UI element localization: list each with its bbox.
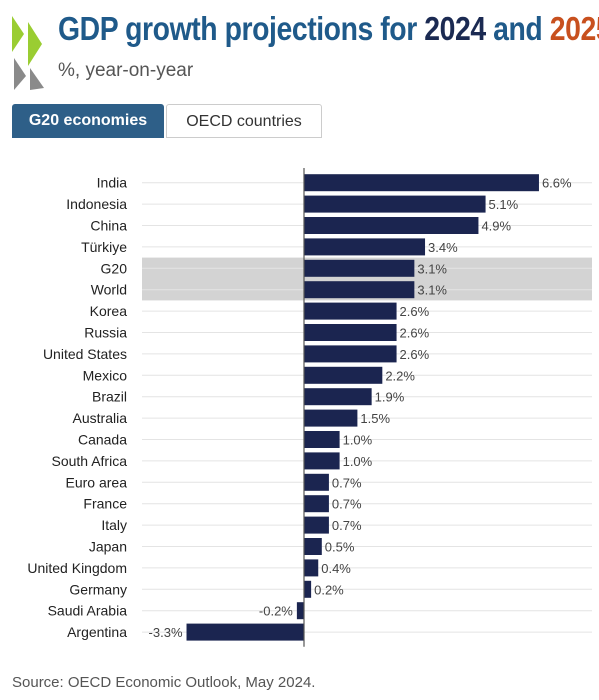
category-label: India	[97, 175, 128, 191]
bar	[304, 495, 329, 513]
chart-subtitle: %, year-on-year	[58, 60, 194, 81]
value-label: 1.0%	[343, 433, 373, 448]
category-label: South Africa	[52, 453, 128, 469]
category-label: Italy	[101, 517, 127, 533]
value-label: 2.6%	[400, 326, 430, 341]
bar	[304, 388, 372, 406]
bar	[304, 473, 329, 491]
category-label: Australia	[73, 410, 128, 426]
category-label: Germany	[69, 581, 127, 597]
value-label: 0.5%	[325, 540, 355, 555]
bar	[304, 345, 397, 363]
value-label: 3.1%	[417, 283, 447, 298]
category-label: Mexico	[83, 367, 128, 383]
bar	[304, 366, 383, 384]
bar	[304, 409, 358, 427]
category-label: Saudi Arabia	[48, 603, 128, 619]
value-label: -3.3%	[149, 625, 183, 640]
bar	[304, 538, 322, 555]
category-label: United Kingdom	[27, 560, 127, 576]
category-label: Argentina	[67, 624, 127, 640]
category-label: Brazil	[92, 389, 127, 405]
category-label: Russia	[84, 325, 127, 341]
bar	[304, 324, 397, 341]
value-label: 5.1%	[489, 197, 519, 212]
bar	[296, 602, 304, 620]
category-label: Euro area	[66, 474, 128, 490]
value-label: 0.4%	[321, 561, 351, 576]
bar	[304, 580, 312, 598]
value-label: 6.6%	[542, 176, 572, 191]
value-label: 3.4%	[428, 240, 458, 255]
value-label: 4.9%	[481, 219, 511, 234]
value-label: 2.2%	[385, 368, 415, 383]
oecd-logo-icon	[10, 8, 52, 95]
title-year-2025: 2025	[549, 10, 599, 47]
value-label: 1.9%	[375, 390, 405, 405]
bar	[186, 623, 304, 641]
value-label: 2.6%	[400, 347, 430, 362]
category-label: Korea	[90, 303, 128, 319]
value-label: 0.2%	[314, 582, 344, 597]
value-label: 2.6%	[400, 304, 430, 319]
tab-oecd-countries[interactable]: OECD countries	[166, 104, 322, 138]
category-label: China	[90, 218, 127, 234]
bar	[304, 217, 479, 234]
value-label: 1.0%	[343, 454, 373, 469]
bar	[304, 174, 539, 192]
value-label: 1.5%	[360, 411, 390, 426]
bar	[304, 195, 486, 213]
category-label: United States	[43, 346, 127, 362]
title-conjunction: and	[485, 10, 550, 47]
category-label: Türkiye	[81, 239, 127, 255]
bar	[304, 281, 415, 299]
bar	[304, 516, 329, 534]
title-year-2024: 2024	[424, 10, 486, 47]
category-label: Indonesia	[66, 196, 127, 212]
category-label: World	[91, 282, 127, 298]
chart-title: GDP growth projections for 2024 and 2025	[58, 10, 599, 48]
category-label: France	[83, 496, 127, 512]
value-label: 0.7%	[332, 518, 362, 533]
category-label: G20	[101, 260, 128, 276]
bar	[304, 452, 340, 470]
source-note: Source: OECD Economic Outlook, May 2024.	[12, 674, 316, 691]
bar-chart: India 6.6% Indonesia 5.1% China 4.9% Türkiye 3.…	[27, 168, 592, 647]
bar	[304, 259, 415, 277]
title-prefix: GDP growth projections for	[58, 10, 425, 47]
category-label: Japan	[89, 539, 127, 555]
bar	[304, 431, 340, 448]
value-label: 0.7%	[332, 497, 362, 512]
value-label: 0.7%	[332, 475, 362, 490]
bar	[304, 559, 319, 577]
bar	[304, 238, 426, 256]
bar	[304, 302, 397, 320]
tab-g20-economies[interactable]: G20 economies	[12, 104, 164, 138]
category-label: Canada	[78, 432, 127, 448]
value-label: 3.1%	[417, 261, 447, 276]
value-label: -0.2%	[259, 604, 293, 619]
